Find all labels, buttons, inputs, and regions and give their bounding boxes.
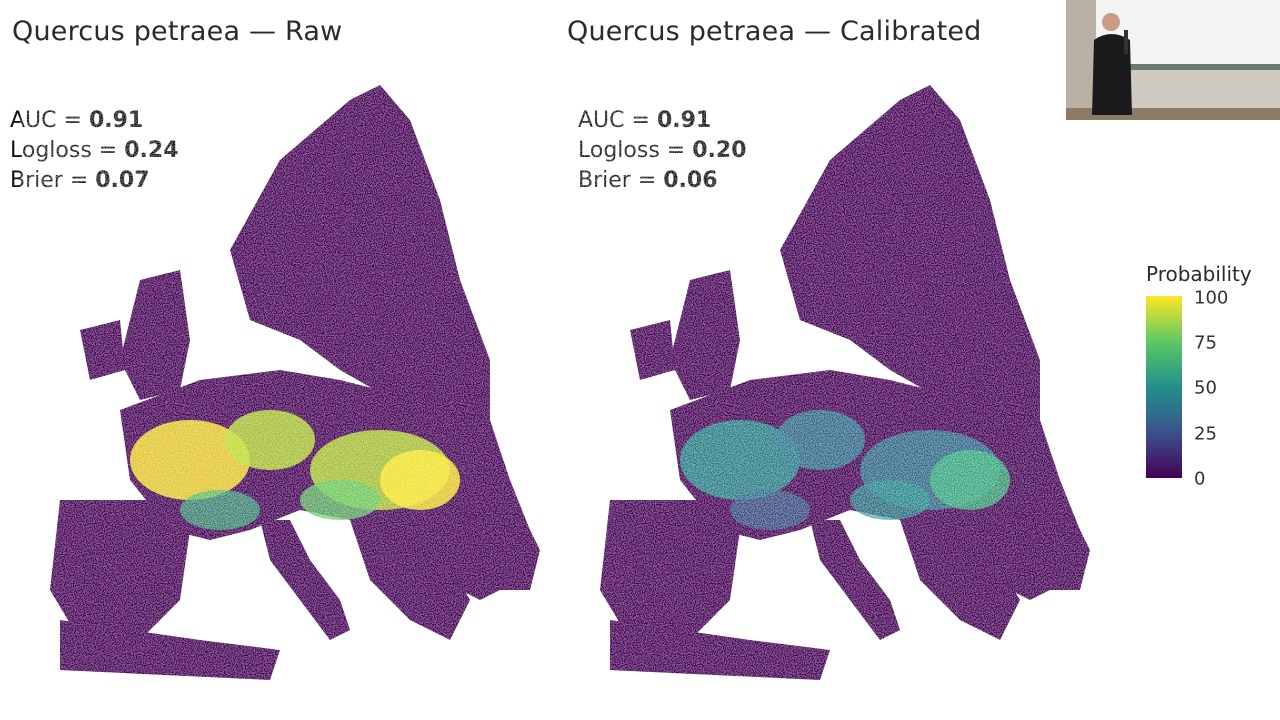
- panel-title-raw: Quercus petraea — Raw: [12, 16, 343, 47]
- legend-tick-0: 0: [1194, 468, 1206, 490]
- map-raw: [20, 80, 580, 680]
- legend-tick-100: 100: [1194, 287, 1229, 309]
- speaker-image: [1066, 0, 1280, 120]
- panel-title-calibrated: Quercus petraea — Calibrated: [567, 16, 982, 47]
- legend-tick-75: 75: [1194, 332, 1217, 354]
- speaker-video-inset: [1066, 0, 1280, 120]
- probability-legend: Probability 100 75 50 25 0: [1146, 262, 1276, 492]
- legend-tick-50: 50: [1194, 377, 1217, 399]
- legend-title: Probability: [1146, 262, 1252, 286]
- legend-tick-25: 25: [1194, 423, 1217, 445]
- legend-colorbar: [1146, 296, 1182, 478]
- map-calibrated: [570, 80, 1130, 680]
